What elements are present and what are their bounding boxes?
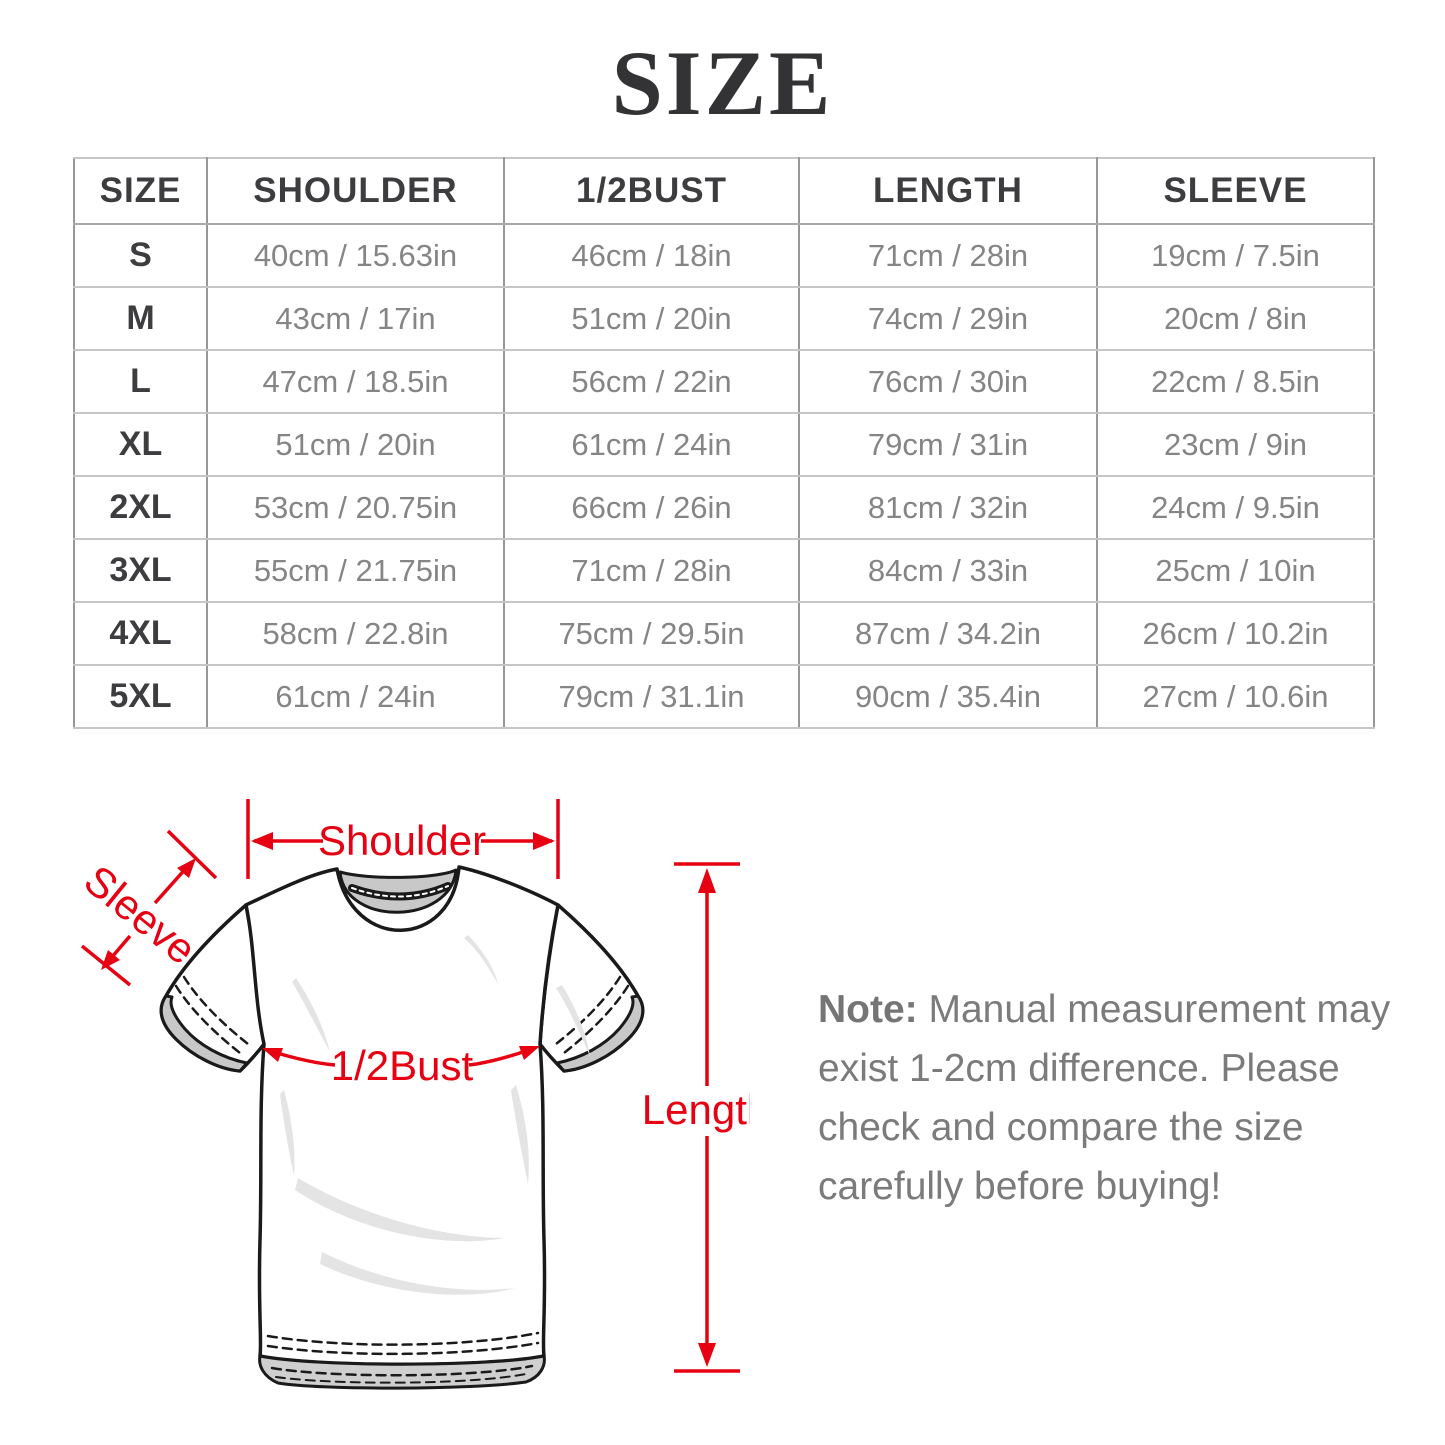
data-cell: 90cm / 35.4in (798, 664, 1098, 729)
size-cell: XL (73, 412, 208, 477)
header-cell: 1/2BUST (503, 157, 800, 225)
tshirt-collar-back (338, 868, 458, 914)
data-cell: 71cm / 28in (503, 538, 800, 603)
data-cell: 26cm / 10.2in (1096, 601, 1375, 666)
table-row: 4XL 58cm / 22.8in 75cm / 29.5in 87cm / 34.2… (73, 601, 1375, 666)
table-row: 3XL 55cm / 21.75in 71cm / 28in 84cm / 33in 2… (73, 538, 1375, 603)
data-cell: 43cm / 17in (206, 286, 505, 351)
size-cell: M (73, 286, 208, 351)
tshirt-left-cuff (159, 994, 249, 1073)
data-cell: 71cm / 28in (798, 223, 1098, 288)
hem-stitch (266, 1341, 540, 1356)
size-cell: 2XL (73, 475, 208, 540)
data-cell: 20cm / 8in (1096, 286, 1375, 351)
note-line: check and compare the size (818, 1106, 1304, 1149)
note-text: Note: Manual measurement may exist 1-2cm… (818, 980, 1445, 1216)
size-cell: S (73, 223, 208, 288)
arrowhead-up-right (177, 858, 196, 878)
length-label: Length (642, 1086, 750, 1133)
page-title: SIZE (611, 32, 834, 134)
data-cell: 40cm / 15.63in (206, 223, 505, 288)
arrowhead-up (698, 868, 716, 893)
left-cuff-stitch (182, 975, 250, 1046)
note-line: exist 1-2cm difference. Please (818, 1047, 1340, 1090)
data-cell: 81cm / 32in (798, 475, 1098, 540)
data-cell: 55cm / 21.75in (206, 538, 505, 603)
data-cell: 56cm / 22in (503, 349, 800, 414)
shoulder-dimension: Shoulder (246, 799, 560, 879)
data-cell: 58cm / 22.8in (206, 601, 505, 666)
hem-stitch (266, 1331, 540, 1346)
data-cell: 22cm / 8.5in (1096, 349, 1375, 414)
size-table-body: S 40cm / 15.63in 46cm / 18in 71cm / 28in 19c… (73, 223, 1375, 729)
data-cell: 87cm / 34.2in (798, 601, 1098, 666)
bust-dimension: 1/2Bust (262, 1042, 540, 1089)
data-cell: 51cm / 20in (503, 286, 800, 351)
data-cell: 76cm / 30in (798, 349, 1098, 414)
arrowhead-down (698, 1343, 716, 1367)
bust-label: 1/2Bust (331, 1042, 474, 1089)
tshirt-measurement-diagram: Shoulder Sleeve 1/2Bust (76, 799, 750, 1390)
hem-band-stitch (275, 1373, 527, 1384)
collar-stitch-dots (351, 885, 449, 898)
note-line-text: Manual measurement may (917, 988, 1391, 1031)
header-cell: LENGTH (798, 157, 1098, 225)
right-cuff-stitch (554, 975, 622, 1046)
data-cell: 84cm / 33in (798, 538, 1098, 603)
data-cell: 19cm / 7.5in (1096, 223, 1375, 288)
data-cell: 66cm / 26in (503, 475, 800, 540)
data-cell: 25cm / 10in (1096, 538, 1375, 603)
data-cell: 27cm / 10.6in (1096, 664, 1375, 729)
data-cell: 61cm / 24in (206, 664, 505, 729)
data-cell: 74cm / 29in (798, 286, 1098, 351)
tshirt-illustration (159, 865, 645, 1390)
arrowhead-left (251, 832, 273, 850)
data-cell: 79cm / 31in (798, 412, 1098, 477)
table-row: 5XL 61cm / 24in 79cm / 31.1in 90cm / 35.4in… (73, 664, 1375, 729)
table-row: XL 51cm / 20in 61cm / 24in 79cm / 31in 23cm … (73, 412, 1375, 477)
arrowhead-down-left (101, 950, 120, 970)
size-table-header: SIZE SHOULDER 1/2BUST LENGTH SLEEVE (73, 157, 1375, 225)
arrowhead-right (533, 832, 555, 850)
data-cell: 75cm / 29.5in (503, 601, 800, 666)
right-cuff-stitch (562, 984, 630, 1055)
length-dimension: Length (642, 862, 750, 1373)
size-cell: 4XL (73, 601, 208, 666)
data-cell: 46cm / 18in (503, 223, 800, 288)
table-row: L 47cm / 18.5in 56cm / 22in 76cm / 30in 22cm… (73, 349, 1375, 414)
data-cell: 24cm / 9.5in (1096, 475, 1375, 540)
data-cell: 47cm / 18.5in (206, 349, 505, 414)
size-cell: 3XL (73, 538, 208, 603)
header-cell: SIZE (73, 157, 208, 225)
header-cell: SHOULDER (206, 157, 505, 225)
tshirt-wrinkles (280, 935, 590, 1295)
table-row: M 43cm / 17in 51cm / 20in 74cm / 29in 20cm /… (73, 286, 1375, 351)
data-cell: 51cm / 20in (206, 412, 505, 477)
note-line: carefully before buying! (818, 1165, 1222, 1208)
note-label: Note: (818, 988, 918, 1031)
data-cell: 23cm / 9in (1096, 412, 1375, 477)
data-cell: 61cm / 24in (503, 412, 800, 477)
left-cuff-stitch (174, 984, 242, 1055)
table-row: S 40cm / 15.63in 46cm / 18in 71cm / 28in 19c… (73, 223, 1375, 288)
hem-band-stitch (270, 1364, 534, 1377)
size-table: SIZE SHOULDER 1/2BUST LENGTH SLEEVE S 40cm / … (73, 157, 1375, 729)
tshirt-right-cuff (555, 994, 645, 1073)
table-header-row: SIZE SHOULDER 1/2BUST LENGTH SLEEVE (73, 157, 1375, 225)
size-cell: 5XL (73, 664, 208, 729)
table-row: 2XL 53cm / 20.75in 66cm / 26in 81cm / 32in 2… (73, 475, 1375, 540)
header-cell: SLEEVE (1096, 157, 1375, 225)
note-line: Note: Manual measurement may (818, 980, 1445, 1039)
arrowhead-right (519, 1046, 540, 1060)
data-cell: 79cm / 31.1in (503, 664, 800, 729)
arrowhead-left (262, 1048, 283, 1062)
data-cell: 53cm / 20.75in (206, 475, 505, 540)
size-cell: L (73, 349, 208, 414)
shoulder-label: Shoulder (318, 817, 486, 864)
